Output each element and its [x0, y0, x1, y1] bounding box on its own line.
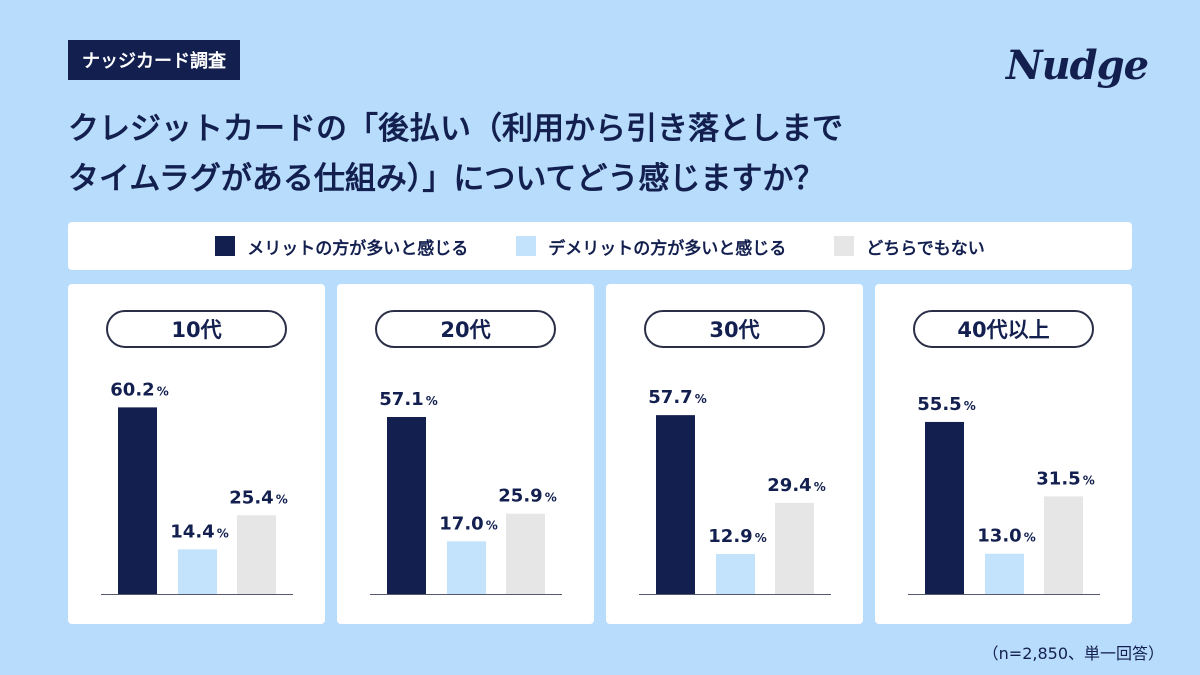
title-line-2: タイムラグがある仕組み）」についてどう感じますか？	[68, 161, 825, 197]
age-group-label: 30代	[644, 310, 825, 348]
chart-panel-20s: 20代 57.1% 17.0% 25.9%	[337, 284, 594, 624]
data-label-neither: 29.4%	[767, 475, 825, 496]
legend-swatch-neither	[834, 236, 855, 256]
bar-chart-20s: 57.1 % 17.0 %25.9%	[370, 389, 562, 595]
age-group-label: 40代以上	[913, 310, 1094, 348]
data-label-demerit: 14.4%	[170, 521, 228, 542]
chart-panel-40s-plus: 40代以上 55.5% 13.0% 31.5%	[875, 284, 1132, 624]
legend-swatch-merit	[215, 236, 236, 256]
age-group-label: 20代	[375, 310, 556, 348]
bar-neither	[237, 515, 276, 594]
data-label-demerit: 13.0%	[977, 526, 1035, 547]
data-label-merit: 60.2%	[110, 379, 168, 400]
data-label-merit: 55.5%	[917, 394, 975, 415]
legend-item-merit: メリットの方が多いと感じる	[215, 234, 468, 259]
bar-demerit	[178, 549, 217, 594]
chart-panel-10s: 10代 60.2% 14.4% 25.4%	[68, 284, 325, 624]
bar-neither	[1044, 496, 1083, 594]
data-label-merit: 57.7%	[648, 387, 706, 408]
chart-legend: メリットの方が多いと感じる デメリットの方が多いと感じる どちらでもない	[68, 222, 1132, 270]
bar-merit	[656, 415, 695, 594]
legend-item-demerit: デメリットの方が多いと感じる	[516, 234, 786, 259]
nudge-logo: Nudge	[1006, 42, 1149, 89]
bar-chart-10s: 60.2 % 14.4 %25.4%	[101, 379, 293, 595]
bar-merit	[925, 421, 964, 594]
legend-label-demerit: デメリットの方が多いと感じる	[548, 238, 787, 259]
bar-demerit	[447, 541, 486, 594]
bar-neither	[506, 513, 545, 594]
data-label-demerit: 17.0%	[439, 513, 497, 534]
data-label-demerit: 12.9%	[708, 526, 766, 547]
survey-badge: ナッジカード調査	[68, 40, 240, 80]
legend-item-neither: どちらでもない	[834, 234, 985, 259]
legend-label-merit: メリットの方が多いと感じる	[247, 238, 469, 259]
bar-merit	[387, 416, 426, 594]
bar-merit	[118, 407, 157, 594]
data-label-neither: 31.5%	[1036, 468, 1094, 489]
chart-panel-30s: 30代 57.7% 12.9% 29.4%	[606, 284, 863, 624]
legend-swatch-demerit	[516, 236, 537, 256]
age-group-label: 10代	[106, 310, 287, 348]
legend-label-neither: どちらでもない	[866, 238, 985, 259]
bar-demerit	[716, 554, 755, 594]
page-title: クレジットカードの「後払い（利用から引き落としまで タイムラグがある仕組み）」に…	[68, 104, 1028, 204]
bar-chart-30s: 57.7 % 12.9 % 29.4%	[639, 387, 831, 595]
bar-chart-40s-plus: 55.5 % 13.0 % 31.5%	[908, 394, 1100, 595]
bar-neither	[775, 502, 814, 594]
title-line-1: クレジットカードの「後払い（利用から引き落としまで	[68, 111, 843, 147]
data-label-neither: 25.4%	[229, 487, 287, 508]
data-label-merit: 57.1%	[379, 389, 437, 410]
data-label-neither: 25.9%	[498, 486, 556, 507]
footnote: （n=2,850、単一回答）	[982, 644, 1164, 663]
bar-demerit	[985, 553, 1024, 594]
